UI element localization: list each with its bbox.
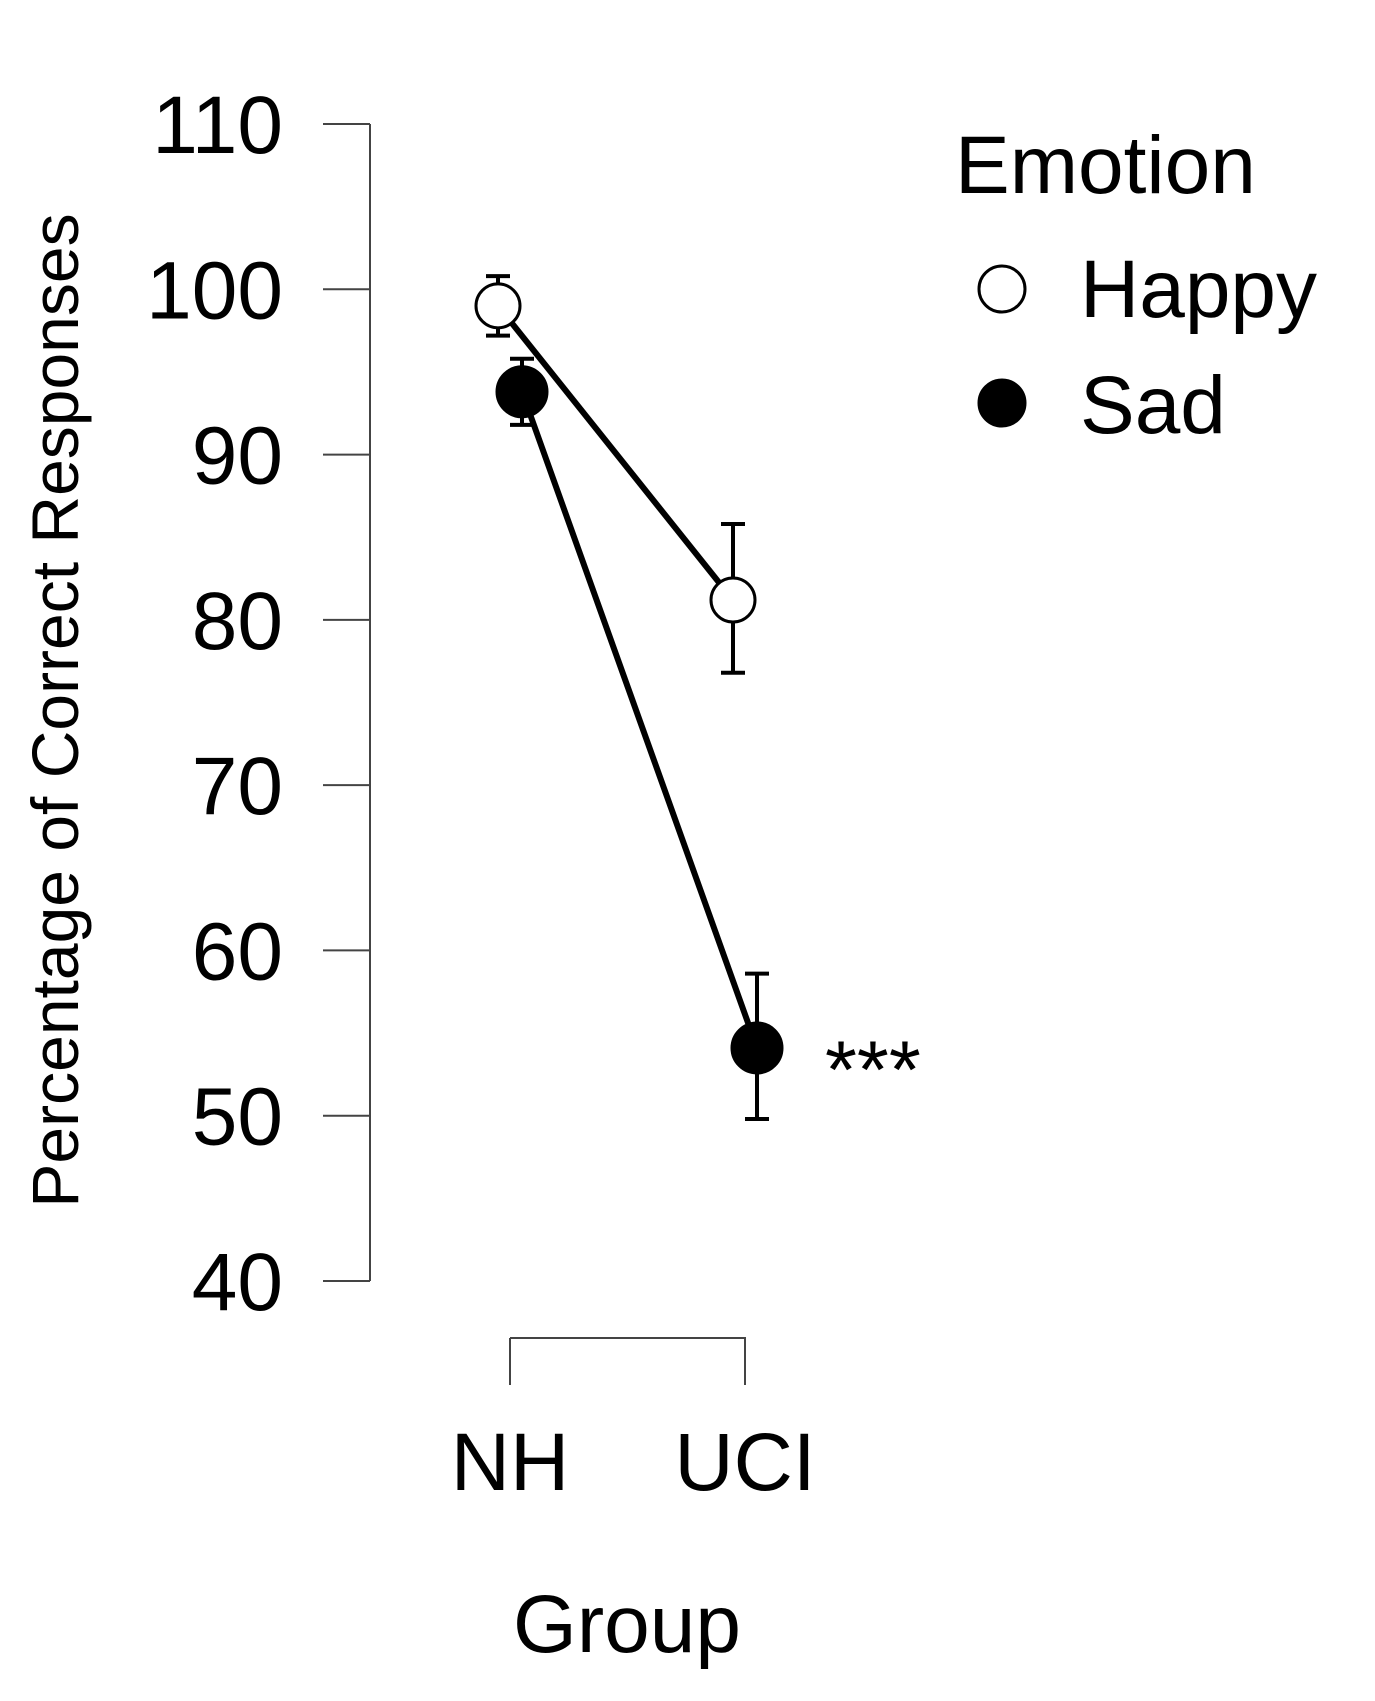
y-axis-title: Percentage of Correct Responses (18, 213, 92, 1207)
y-tick-label: 50 (192, 1072, 283, 1163)
legend-label-happy: Happy (1080, 244, 1317, 335)
legend-label-sad: Sad (1080, 360, 1226, 451)
legend-marker-sad (977, 378, 1027, 428)
y-tick-label: 40 (192, 1237, 283, 1328)
legend-marker-happy (977, 264, 1027, 314)
series-line-happy (495, 303, 736, 602)
x-tick-label-uci: UCI (674, 1417, 815, 1508)
y-tick-label: 80 (192, 576, 283, 667)
y-axis-ticks: 110 100 90 80 70 60 50 40 (146, 80, 370, 1328)
series-line-sad (519, 390, 760, 1049)
significance-annotation: *** (825, 1025, 921, 1116)
series-layer (474, 274, 784, 1122)
point-happy-uci (709, 576, 757, 624)
y-tick-label: 90 (192, 411, 283, 502)
x-axis-title: Group (513, 1579, 741, 1670)
legend-title: Emotion (955, 120, 1256, 211)
legend: Emotion Happy Sad (955, 120, 1317, 451)
x-tick-label-nh: NH (451, 1417, 569, 1508)
y-tick-label: 70 (192, 741, 283, 832)
y-tick-label: 110 (152, 80, 283, 171)
y-tick-label: 60 (192, 906, 283, 997)
point-happy-nh (474, 282, 522, 330)
x-axis-line (509, 1337, 746, 1385)
point-sad-nh (495, 365, 549, 419)
point-sad-uci (730, 1021, 784, 1075)
y-tick-label: 100 (146, 245, 283, 336)
